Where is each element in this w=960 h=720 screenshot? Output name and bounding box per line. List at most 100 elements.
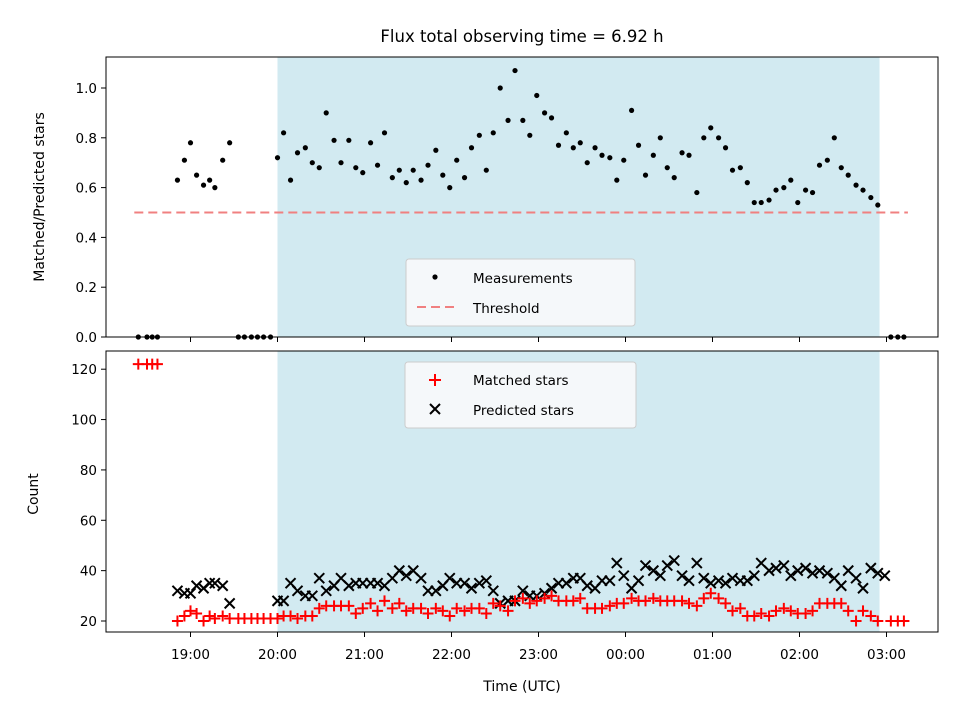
measurement-point [294, 150, 301, 156]
predicted-point [190, 580, 203, 592]
predicted-point [821, 567, 834, 579]
matched-point [292, 612, 304, 624]
measurement-point [483, 167, 489, 173]
measurement-point [708, 125, 714, 131]
matched-point [698, 592, 710, 604]
measurement-point [302, 145, 308, 151]
measurement-point [331, 137, 337, 143]
matched-points [132, 358, 910, 627]
matched-point [842, 605, 854, 617]
matched-point [217, 610, 229, 622]
measurement-point [592, 145, 598, 151]
ratio-panel: 0.0 0.2 0.4 0.6 0.8 1.0 Matched/Predicted sta… [32, 56, 939, 346]
measurement-point [853, 182, 859, 188]
measurement-point [845, 172, 851, 178]
predicted-point [171, 585, 184, 597]
matched-point [494, 600, 506, 612]
y-tick-label: 40 [80, 564, 97, 580]
measurement-point [181, 157, 188, 163]
y-tick-label: 20 [80, 614, 97, 630]
measurement-point [555, 142, 562, 148]
measurement-point [468, 145, 475, 151]
matched-point [415, 602, 427, 614]
measurement-point [520, 117, 526, 123]
predicted-point [632, 575, 645, 587]
predicted-point [458, 577, 471, 589]
y-tick-label: 0.6 [76, 181, 97, 197]
matched-point [198, 615, 210, 627]
predicted-point [320, 585, 332, 597]
matched-point [676, 595, 688, 607]
matched-point [865, 610, 877, 622]
matched-point [437, 605, 449, 617]
matched-point [502, 605, 514, 617]
predicted-point [184, 587, 197, 600]
legend-measurements-label: Measurements [473, 271, 573, 287]
matched-point [647, 592, 659, 604]
predicted-point [480, 575, 493, 587]
ratio-legend: Measurements Threshold [405, 258, 636, 327]
measurement-point [679, 150, 685, 156]
matched-point [191, 607, 203, 619]
count-panel: 20 40 60 80 100 120 19:00 20:00 21:00 22:00 23:00… [26, 350, 939, 695]
ratio-legend-box [405, 258, 636, 327]
measurement-point [512, 67, 518, 74]
measurement-point [381, 130, 388, 136]
measurement-point [715, 135, 722, 141]
predicted-point [865, 562, 877, 574]
ratio-x-ticks [190, 337, 887, 342]
predicted-point [313, 572, 325, 584]
predicted-point [444, 572, 456, 584]
predicted-point [719, 577, 732, 589]
matched-point [400, 605, 412, 617]
matched-point [285, 610, 297, 622]
measurement-point [657, 135, 663, 141]
predicted-point [581, 580, 593, 592]
matched-point [835, 597, 847, 609]
matched-point [517, 592, 529, 604]
measurement-point [440, 172, 446, 178]
measurement-point [447, 185, 453, 191]
measurement-point [621, 157, 627, 163]
matched-point [272, 612, 283, 624]
count-legend-box [404, 361, 637, 429]
predicted-point [792, 564, 804, 577]
predicted-point [668, 554, 680, 567]
matched-point [898, 615, 910, 627]
predicted-point [611, 557, 623, 569]
measurement-point [200, 182, 207, 188]
matched-point [444, 610, 456, 622]
matched-point [365, 597, 377, 609]
measurement-point [607, 155, 613, 161]
measurement-point [722, 145, 729, 151]
matched-point [727, 605, 739, 617]
measurement-point [701, 135, 707, 141]
matched-point [306, 610, 318, 622]
measurement-point [346, 137, 352, 143]
measurement-point [461, 175, 468, 181]
measurement-point [374, 162, 381, 168]
measurement-point [454, 157, 460, 163]
x-tick-label: 03:00 [867, 647, 906, 663]
predicted-point [343, 580, 355, 592]
matched-point [778, 602, 790, 614]
measurement-point [635, 142, 642, 148]
predicted-point [857, 582, 869, 594]
measurement-point [628, 107, 635, 114]
x-tick-label: 22:00 [432, 647, 471, 663]
measurement-point [316, 165, 322, 171]
x-axis-label: Time (UTC) [482, 679, 560, 695]
matched-point [386, 602, 398, 614]
predicted-point [639, 559, 652, 572]
measurement-point [220, 157, 226, 163]
ratio-y-axis-label: Matched/Predicted stars [32, 112, 48, 282]
count-y-ticks: 20 40 60 80 100 120 [71, 362, 106, 630]
measurement-point [287, 177, 294, 183]
matched-point [785, 605, 797, 617]
predicted-point [872, 567, 884, 579]
measurement-point [548, 115, 555, 121]
predicted-point [748, 569, 760, 582]
predicted-point [560, 577, 573, 589]
predicted-point [654, 569, 667, 582]
predicted-point [545, 582, 558, 594]
